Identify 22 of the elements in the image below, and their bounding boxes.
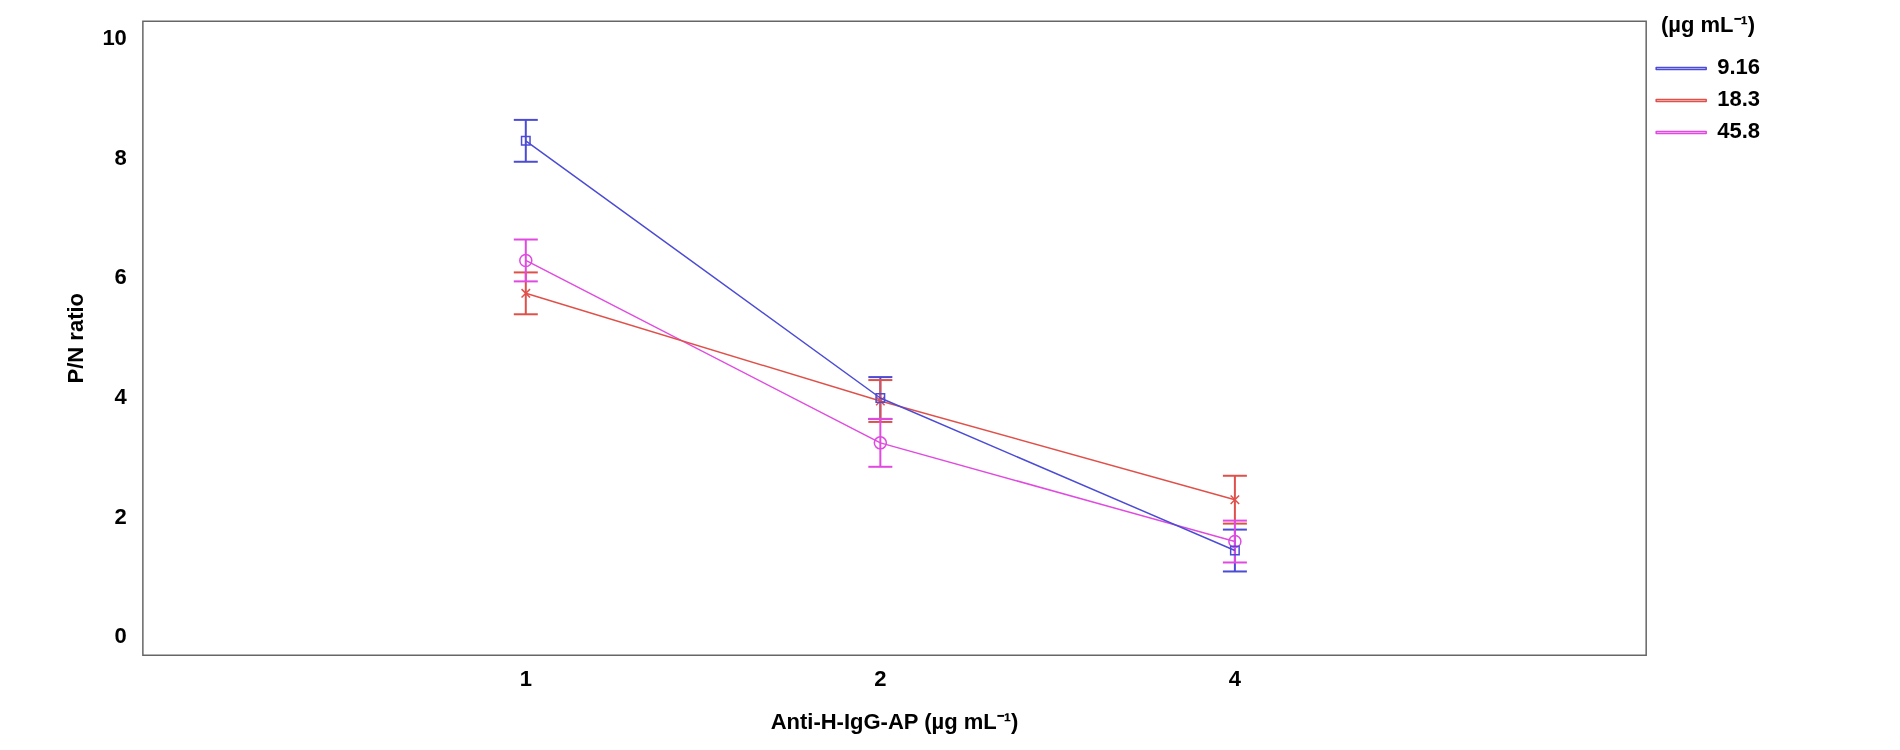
y-tick-label: 10: [102, 25, 127, 51]
legend-label: 45.8: [1717, 118, 1761, 144]
point: [1229, 494, 1240, 505]
y-tick-label: 2: [114, 503, 127, 529]
legend-title: (µg mL⁻¹): [1660, 12, 1756, 38]
y-tick-label: 0: [114, 623, 127, 649]
x-tick-label: 2: [874, 666, 887, 692]
y-tick-label: 4: [114, 384, 128, 410]
y-tick-label: 6: [114, 264, 127, 290]
point: [873, 436, 888, 450]
y-tick-label: 8: [114, 144, 127, 170]
legend-label: 9.16: [1717, 54, 1761, 80]
y-axis-title: P/N ratio: [63, 292, 89, 384]
point: [1229, 545, 1240, 556]
legend-label: 18.3: [1717, 86, 1761, 112]
point: [520, 288, 531, 299]
point: [520, 135, 531, 146]
point: [1228, 534, 1242, 549]
x-tick-label: 1: [519, 666, 532, 692]
x-tick-label: 4: [1228, 666, 1242, 692]
x-axis-title: Anti-H-IgG-AP (µg mL⁻¹): [770, 708, 1019, 734]
point: [519, 253, 533, 268]
